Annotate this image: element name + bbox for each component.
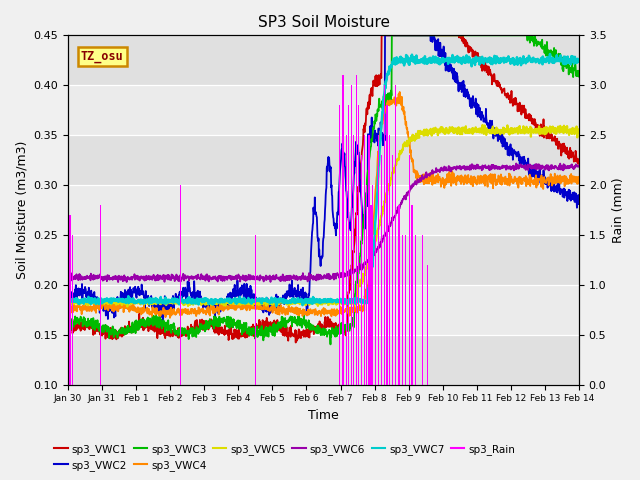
X-axis label: Time: Time xyxy=(308,409,339,422)
Legend: sp3_VWC1, sp3_VWC2, sp3_VWC3, sp3_VWC4, sp3_VWC5, sp3_VWC6, sp3_VWC7, sp3_Rain: sp3_VWC1, sp3_VWC2, sp3_VWC3, sp3_VWC4, … xyxy=(50,439,520,475)
Bar xyxy=(68,235,579,285)
Bar xyxy=(68,185,579,235)
Bar xyxy=(68,335,579,384)
Bar xyxy=(68,36,579,85)
Y-axis label: Soil Moisture (m3/m3): Soil Moisture (m3/m3) xyxy=(15,141,28,279)
Bar xyxy=(68,85,579,135)
Text: TZ_osu: TZ_osu xyxy=(81,50,124,63)
Bar xyxy=(68,285,579,335)
Y-axis label: Rain (mm): Rain (mm) xyxy=(612,177,625,243)
Bar xyxy=(68,135,579,185)
Title: SP3 Soil Moisture: SP3 Soil Moisture xyxy=(257,15,390,30)
